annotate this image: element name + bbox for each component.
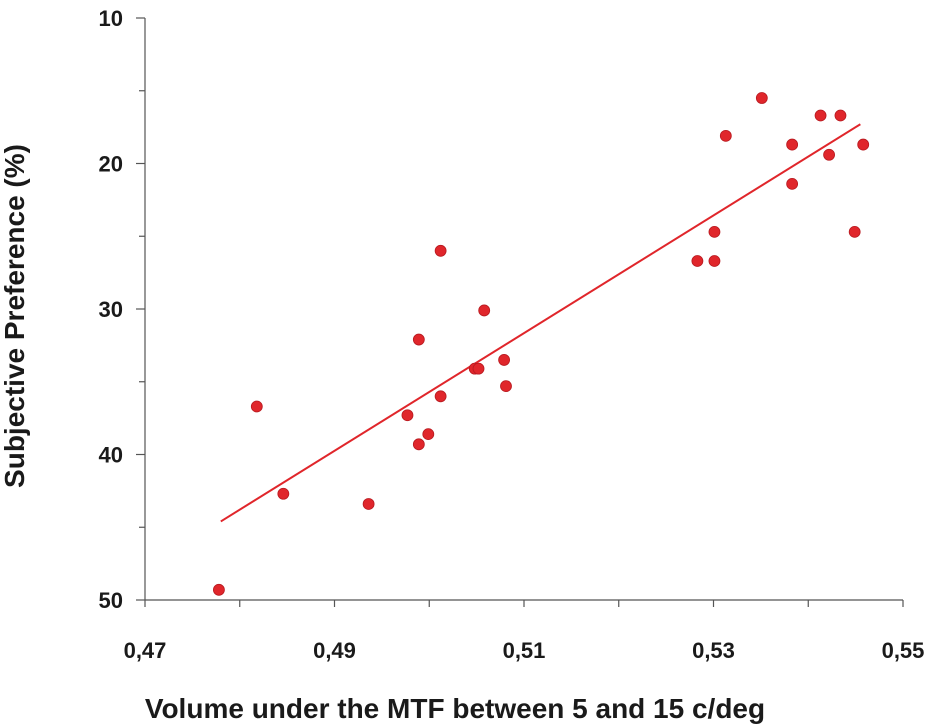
- x-tick-label: 0,51: [503, 638, 546, 663]
- y-tick-label: 50: [99, 588, 123, 613]
- trendline: [220, 123, 861, 523]
- data-point: [412, 438, 425, 451]
- data-point: [213, 583, 225, 596]
- data-point: [434, 244, 447, 257]
- data-point: [422, 428, 435, 441]
- data-point: [434, 390, 447, 403]
- x-tick-label: 0,55: [882, 638, 925, 663]
- x-axis-title: Volume under the MTF between 5 and 15 c/…: [145, 693, 765, 724]
- data-point: [250, 400, 263, 413]
- trendline-group: [220, 123, 861, 523]
- x-tick-label: 0,53: [692, 638, 735, 663]
- x-ticks: 0,47 0,49 0,51 0,53 0,55: [124, 600, 925, 663]
- y-tick-label: 10: [99, 6, 123, 31]
- data-point: [786, 138, 799, 151]
- data-point: [857, 138, 870, 151]
- data-point: [362, 498, 375, 510]
- data-point: [412, 333, 425, 346]
- data-point: [500, 380, 512, 393]
- data-point: [823, 148, 835, 161]
- y-tick-label: 30: [99, 297, 123, 322]
- y-tick-label: 40: [99, 443, 123, 468]
- data-point: [478, 304, 491, 317]
- data-point: [498, 354, 511, 366]
- x-tick-label: 0,49: [313, 638, 356, 663]
- data-points: [213, 92, 870, 596]
- data-point: [277, 487, 290, 500]
- axes: [144, 18, 903, 601]
- data-point: [708, 225, 721, 238]
- data-point: [814, 109, 827, 122]
- data-point: [755, 92, 768, 104]
- y-tick-label: 20: [99, 152, 123, 177]
- data-point: [848, 225, 861, 238]
- data-point: [708, 255, 721, 267]
- data-point: [691, 255, 704, 267]
- y-axis-title: Subjective Preference (%): [0, 144, 30, 488]
- data-point: [401, 409, 414, 422]
- data-point: [719, 129, 732, 142]
- y-ticks: 10 20 30 40 50: [99, 6, 145, 613]
- data-point: [834, 109, 847, 122]
- x-tick-label: 0,47: [124, 638, 167, 663]
- data-point: [786, 177, 799, 190]
- data-point: [472, 362, 485, 375]
